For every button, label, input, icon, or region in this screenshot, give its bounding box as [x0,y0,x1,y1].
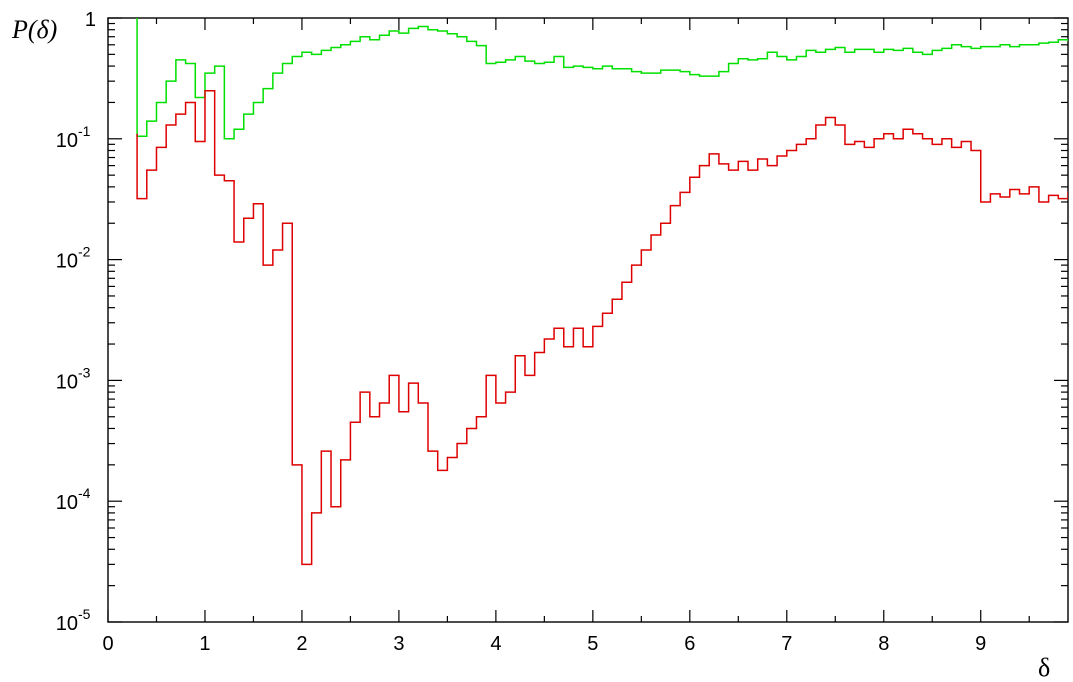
series-line-2 [136,89,1068,566]
x-tick-label: 2 [296,633,307,655]
x-tick-label: 6 [684,633,695,655]
x-tick-label: 7 [781,633,792,655]
series-line-1 [136,18,1068,140]
y-tick-exponent: -2 [78,244,91,260]
y-tick-label: 10 [56,613,78,635]
axis-ticks [107,17,1068,623]
plot-frame [107,17,1069,623]
y-tick-label: 10 [56,371,78,393]
y-axis-label: P(δ) [11,15,57,44]
x-tick-label: 3 [393,633,404,655]
x-tick-label: 8 [878,633,889,655]
x-tick-label: 0 [102,633,113,655]
y-tick-exponent: -5 [78,606,91,622]
x-tick-label: 9 [975,633,986,655]
y-tick-label: 10 [56,492,78,514]
y-tick-label: 10 [56,251,78,273]
y-tick-label: 10 [56,130,78,152]
plot-border [107,17,1069,623]
y-tick-exponent: -4 [78,485,91,501]
x-tick-label: 4 [490,633,501,655]
y-tick-exponent: -1 [78,123,91,139]
y-tick-exponent: -3 [78,364,91,380]
x-tick-label: 1 [199,633,210,655]
x-tick-label: 5 [587,633,598,655]
y-tick-label: 1 [85,9,96,31]
series-layer [136,18,1068,566]
x-axis-label: δ [1038,653,1050,682]
